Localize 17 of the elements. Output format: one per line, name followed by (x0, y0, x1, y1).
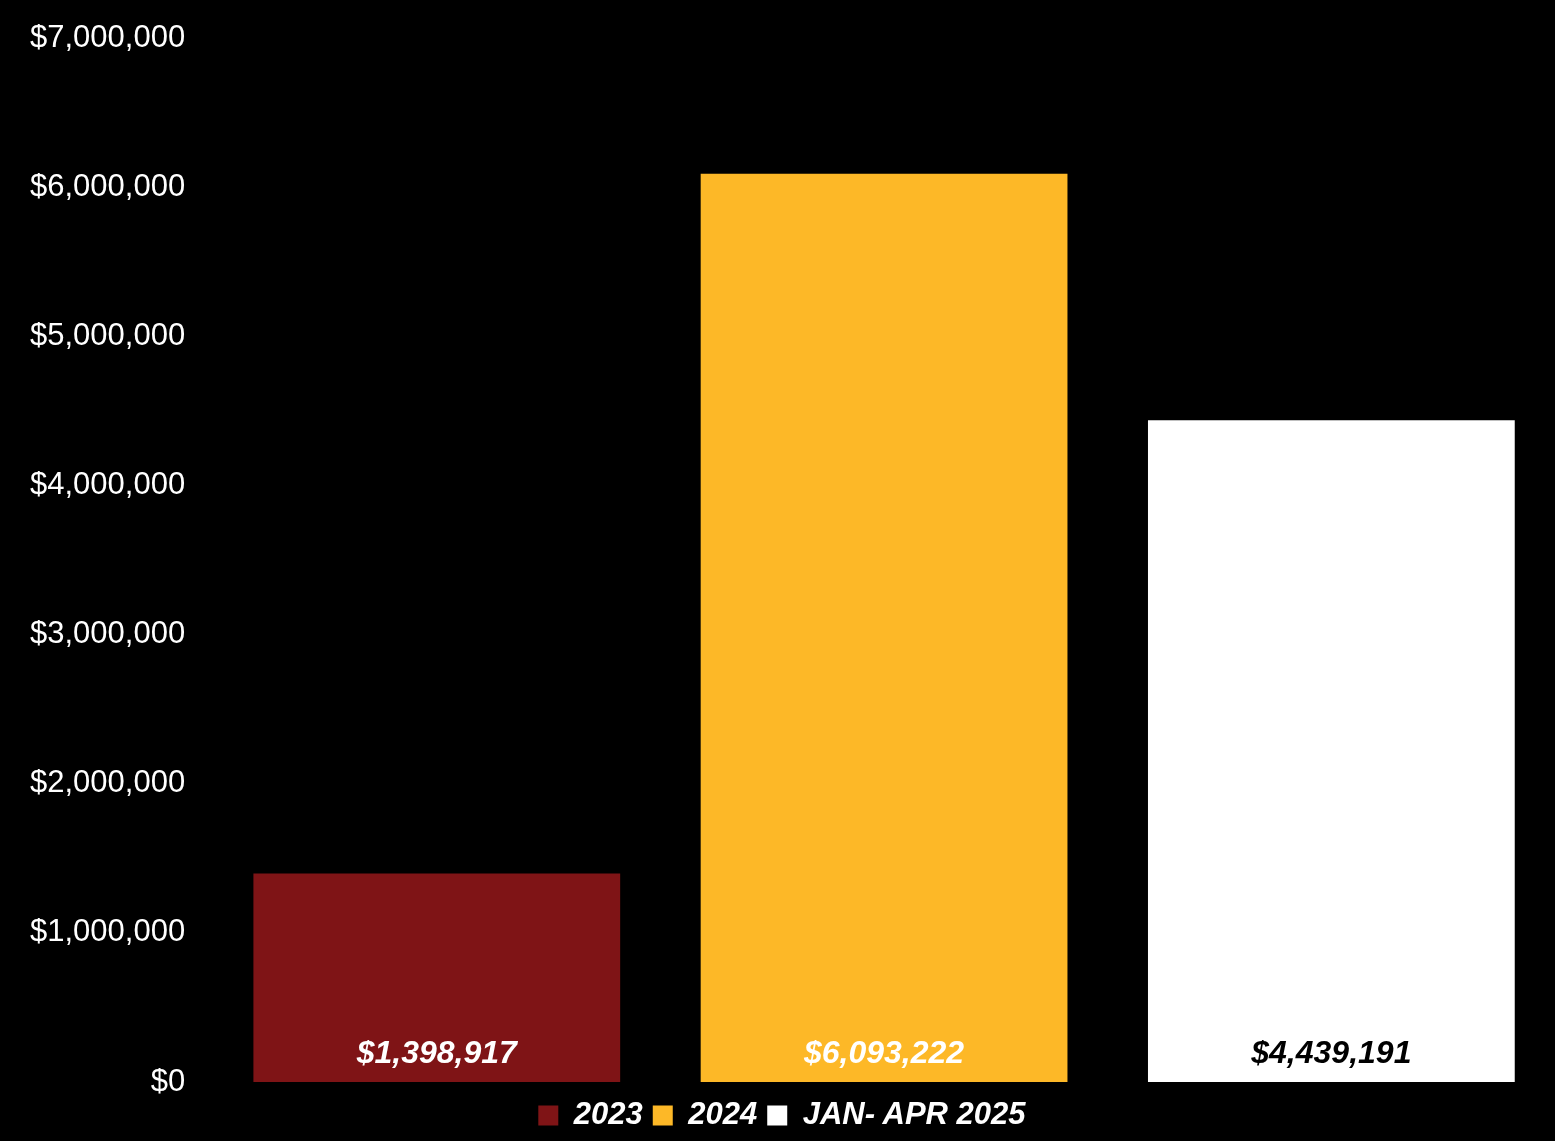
bar (700, 173, 1068, 1082)
legend-label: 2023 (572, 1096, 643, 1132)
legend-label: JAN- APR 2025 (802, 1096, 1027, 1132)
y-tick-label: $0 (150, 1062, 186, 1098)
y-tick-label: $4,000,000 (30, 466, 186, 502)
y-tick-label: $1,000,000 (30, 913, 186, 949)
legend-label: 2024 (687, 1096, 758, 1132)
y-tick-label: $5,000,000 (30, 317, 186, 353)
y-tick-label: $6,000,000 (30, 168, 186, 204)
y-tick-label: $2,000,000 (30, 764, 186, 800)
data-label: $6,093,222 (803, 1033, 965, 1070)
data-label: $1,398,917 (355, 1033, 520, 1070)
y-tick-label: $3,000,000 (30, 615, 186, 651)
data-label: $4,439,191 (1250, 1033, 1412, 1070)
bar (253, 873, 621, 1082)
bar (1147, 420, 1515, 1082)
y-tick-label: $7,000,000 (30, 19, 186, 55)
